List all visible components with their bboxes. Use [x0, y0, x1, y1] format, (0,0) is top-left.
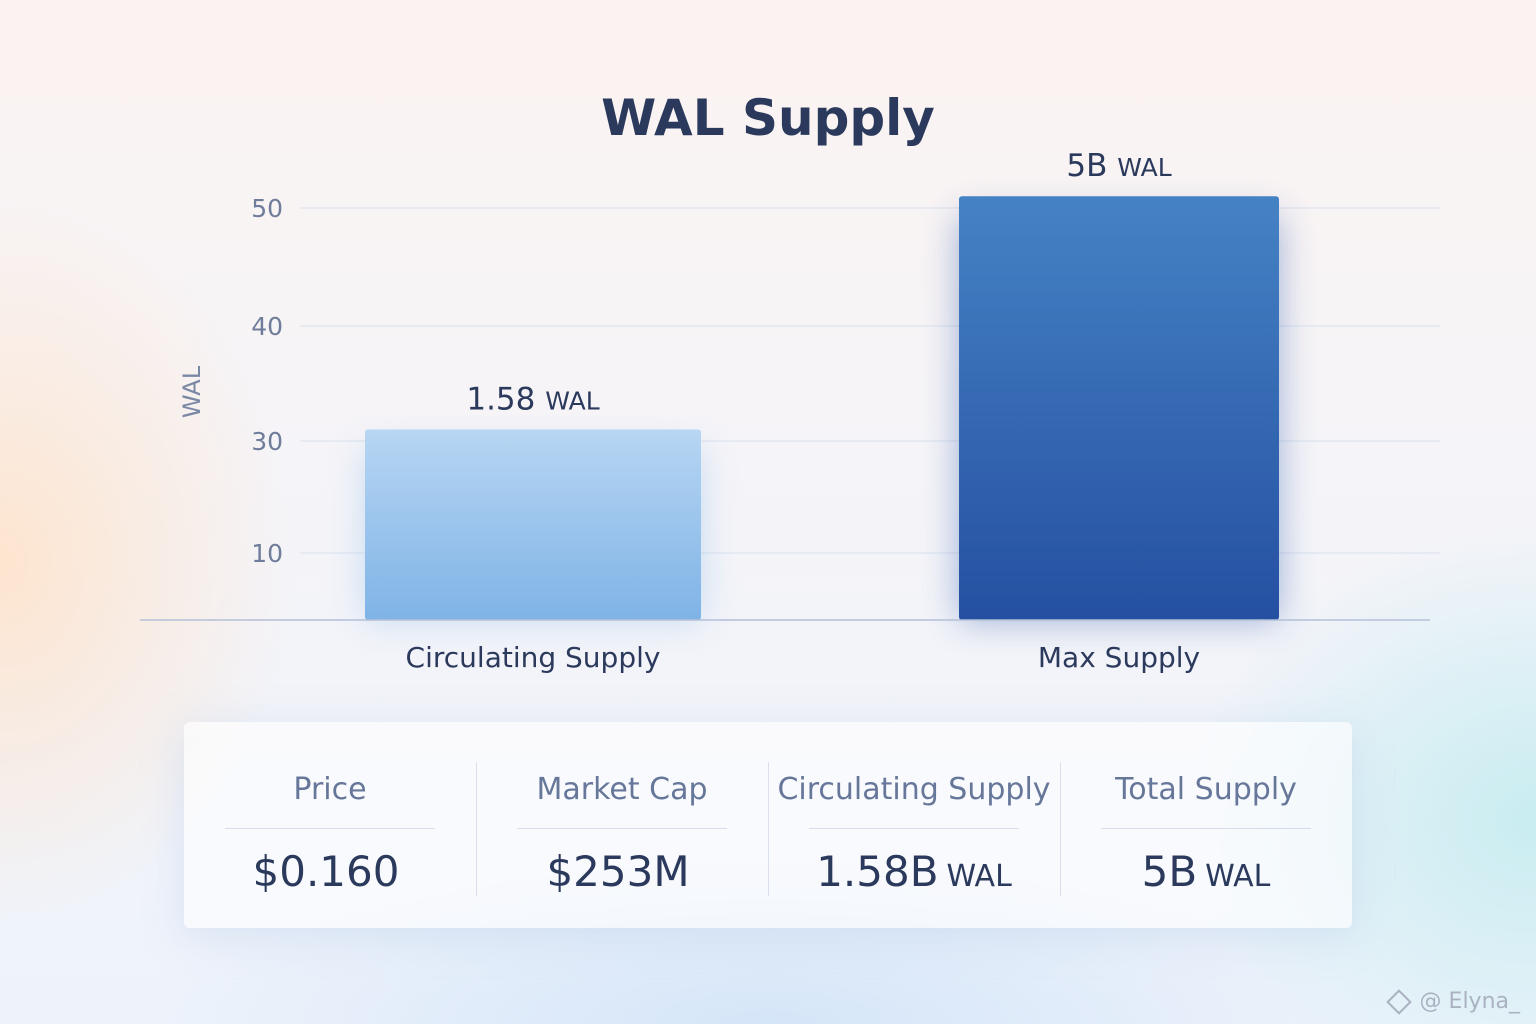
- stat-unit: WAL: [1205, 859, 1271, 894]
- x-axis-categories: Circulating Supply Max Supply: [406, 641, 1201, 674]
- bar-data-label: 5B WAL: [1066, 148, 1171, 184]
- stat-total-supply: Total Supply 5B WAL: [1060, 722, 1352, 928]
- binance-diamond-icon: [1385, 988, 1412, 1015]
- stat-label: Market Cap: [536, 772, 708, 807]
- x-category-label: Max Supply: [1038, 641, 1200, 674]
- stats-panel: Price $0.160 Market Cap $253M Circulatin…: [184, 722, 1352, 928]
- stat-divider: [808, 828, 1020, 829]
- bar-data-labels: 1.58 WAL 5B WAL: [466, 148, 1171, 417]
- y-tick-label: 50: [251, 194, 283, 223]
- y-tick-label: 30: [251, 427, 283, 456]
- stat-price: Price $0.160: [184, 722, 476, 928]
- stat-number: 1.58B: [816, 847, 939, 896]
- stat-label: Total Supply: [1115, 772, 1297, 807]
- watermark-text: @ Elyna_: [1419, 989, 1520, 1014]
- y-tick-label: 10: [251, 539, 283, 568]
- stat-value: 1.58B WAL: [816, 847, 1012, 896]
- supply-bar-chart: WAL Supply WAL 10 30 40 50 1.58 WAL 5B WAL C…: [140, 89, 1440, 674]
- stat-value: $253M: [546, 847, 697, 896]
- stat-circulating-supply: Circulating Supply 1.58B WAL: [768, 722, 1060, 928]
- bar-max-supply: [959, 196, 1279, 620]
- watermark: @ Elyna_: [1385, 988, 1520, 1015]
- bars: [365, 196, 1279, 620]
- stat-label: Circulating Supply: [777, 772, 1051, 807]
- stat-label: Price: [293, 772, 367, 807]
- stat-unit: WAL: [946, 859, 1012, 894]
- bar-circulating-supply: [365, 429, 701, 620]
- y-tick-label: 40: [251, 312, 283, 341]
- chart-title: WAL Supply: [601, 89, 935, 147]
- bar-data-label: 1.58 WAL: [466, 382, 599, 418]
- stat-number: $0.160: [252, 847, 400, 896]
- stat-number: $253M: [546, 847, 690, 896]
- x-category-label: Circulating Supply: [406, 641, 661, 674]
- y-axis-label: WAL: [178, 365, 206, 418]
- stat-value: $0.160: [253, 847, 408, 896]
- stat-value: 5B WAL: [1142, 847, 1271, 896]
- y-axis-ticks: 10 30 40 50: [251, 194, 283, 568]
- stat-divider: [224, 828, 436, 829]
- stat-market-cap: Market Cap $253M: [476, 722, 768, 928]
- stat-divider: [1100, 828, 1312, 829]
- stat-number: 5B: [1141, 847, 1198, 896]
- stat-divider: [516, 828, 728, 829]
